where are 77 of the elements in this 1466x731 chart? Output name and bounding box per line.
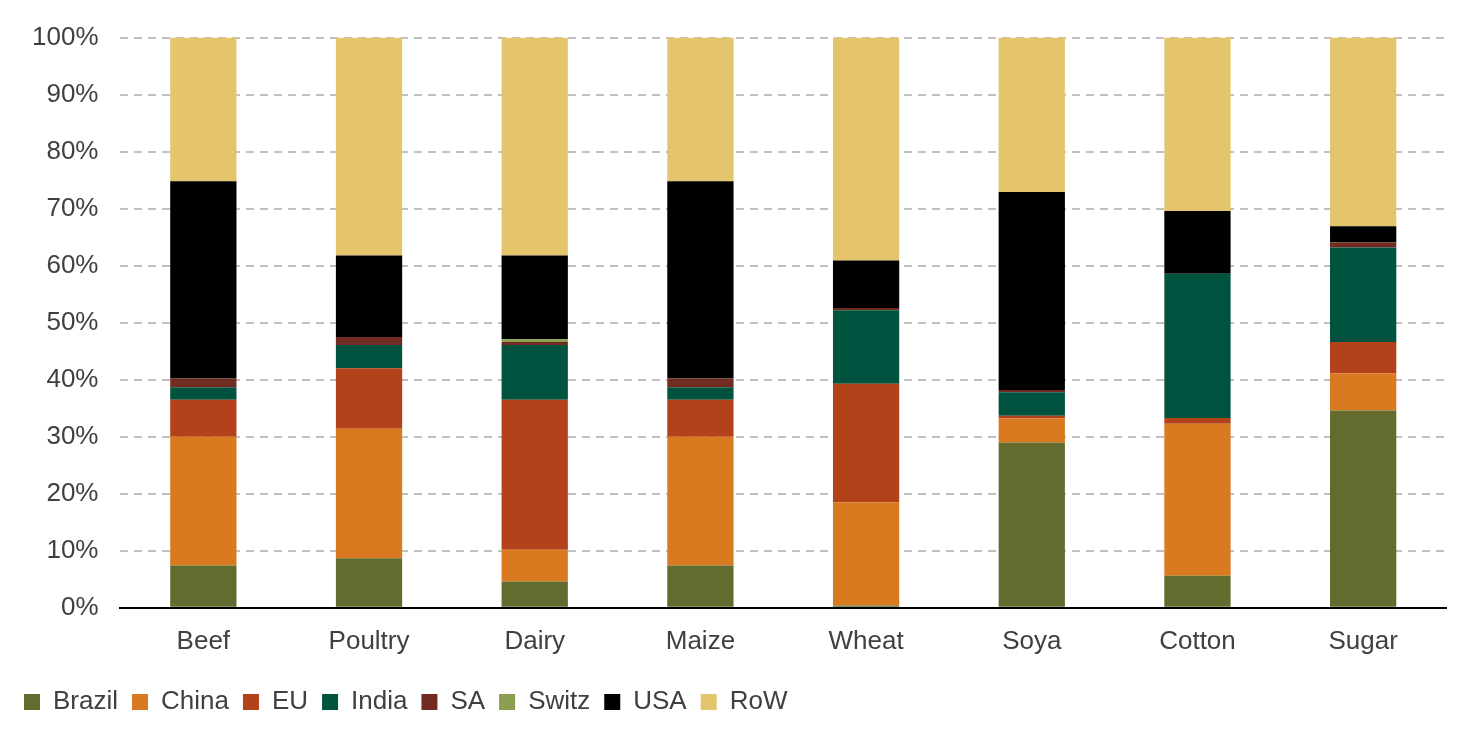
bar [1330, 247, 1397, 343]
bar [1330, 37, 1397, 227]
bar [335, 255, 403, 337]
y-tick-label: 0% [60, 590, 99, 621]
bar [667, 399, 734, 437]
bar [1164, 37, 1231, 211]
bar [501, 549, 568, 582]
bar [832, 383, 900, 503]
y-tick-label: 20% [46, 476, 99, 507]
bar [667, 378, 734, 388]
bar [998, 418, 1065, 443]
legend-label: Brazil [53, 685, 119, 716]
bar [1164, 210, 1231, 274]
bar [1164, 417, 1231, 424]
y-tick-label: 10% [46, 533, 99, 564]
bar [1330, 373, 1397, 411]
bar [1164, 423, 1231, 576]
bar [335, 368, 403, 429]
y-tick-label: 60% [46, 248, 99, 279]
bar [170, 436, 237, 566]
bar [170, 37, 237, 182]
bar [832, 310, 900, 384]
y-tick-label: 90% [46, 77, 99, 108]
legend-label: SA [450, 685, 486, 716]
legend-label: Switz [528, 685, 591, 716]
bar [335, 558, 403, 607]
legend-label: EU [271, 685, 309, 716]
bar [667, 37, 734, 182]
bar [335, 428, 403, 559]
bar [501, 255, 568, 340]
x-tick-label: Soya [1002, 624, 1062, 655]
x-tick-label: Dairy [504, 624, 566, 655]
y-tick-label: 30% [46, 419, 99, 450]
bar [1330, 226, 1397, 243]
bar [170, 399, 237, 437]
x-tick-label: Maize [665, 624, 736, 655]
bar [335, 336, 403, 345]
bar [667, 436, 734, 566]
bar [501, 37, 568, 256]
bar [170, 181, 237, 379]
bar [501, 344, 568, 400]
y-tick-label: 80% [46, 134, 99, 165]
bar [1164, 273, 1231, 418]
x-tick-label: Poultry [328, 624, 410, 655]
bar [667, 181, 734, 379]
bar [170, 378, 237, 388]
bar [998, 442, 1065, 607]
bar [667, 387, 734, 400]
bar [1330, 410, 1397, 607]
y-tick-label: 40% [46, 362, 99, 393]
x-tick-label: Wheat [828, 624, 905, 655]
bar [832, 502, 900, 606]
legend-label: China [161, 685, 230, 716]
bar [501, 399, 568, 550]
bar [335, 344, 403, 369]
bar [832, 37, 900, 261]
legend-label: RoW [729, 685, 788, 716]
bar [1164, 575, 1231, 607]
y-tick-label: 50% [46, 305, 99, 336]
y-tick-label: 100% [32, 20, 99, 51]
bar [667, 565, 734, 607]
bar [170, 387, 237, 400]
bar [998, 392, 1065, 416]
bar [998, 37, 1065, 193]
legend-label: India [351, 685, 408, 716]
bar [1330, 242, 1397, 248]
x-tick-label: Sugar [1328, 624, 1399, 655]
legend-label: USA [633, 685, 688, 716]
bar [170, 565, 237, 607]
y-tick-label: 70% [46, 191, 99, 222]
x-tick-label: Beef [176, 624, 231, 655]
bar [998, 192, 1065, 390]
x-tick-label: Cotton [1159, 624, 1236, 655]
bar [501, 581, 568, 607]
bar [832, 260, 900, 308]
bar [1330, 342, 1397, 374]
bar [335, 37, 403, 256]
